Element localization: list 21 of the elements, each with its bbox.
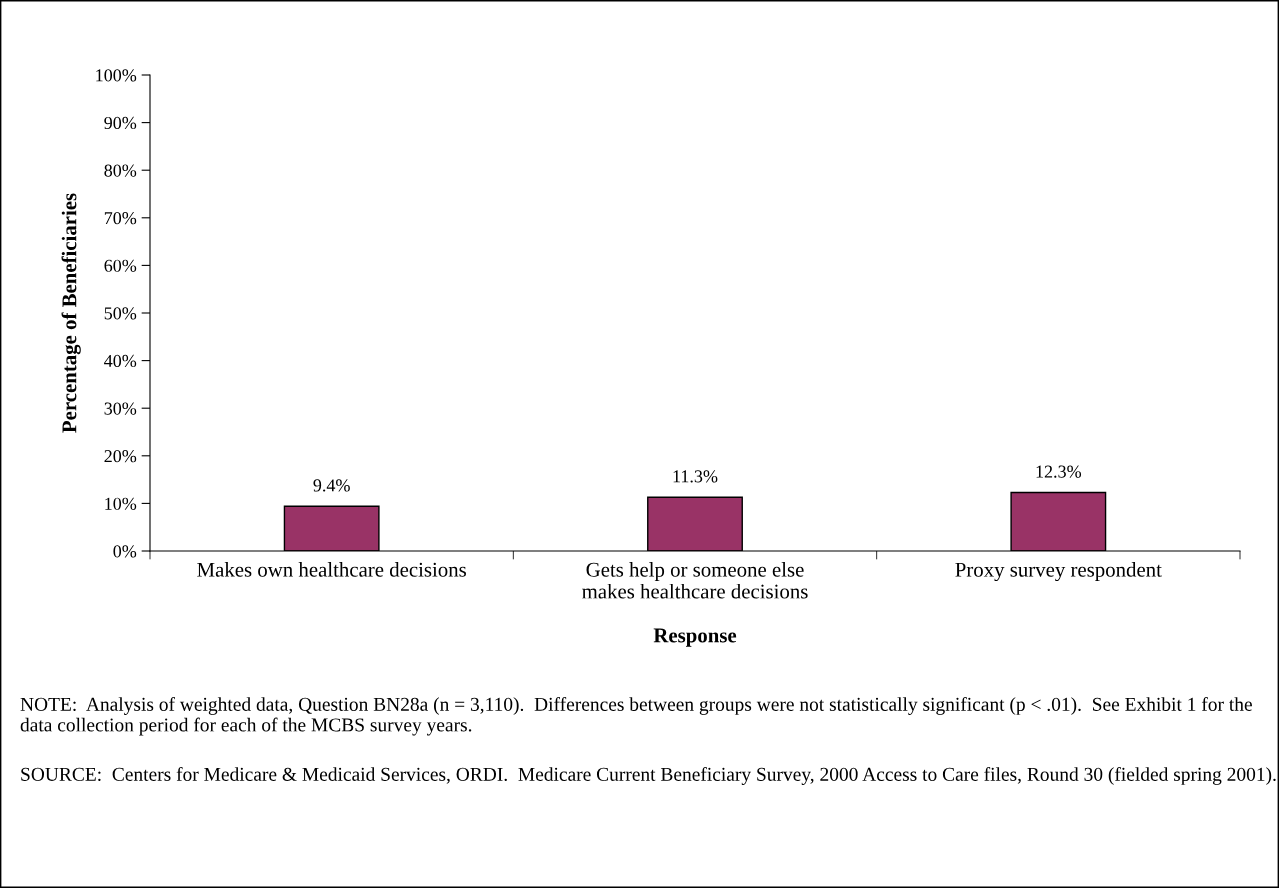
y-tick-label: 100%	[96, 69, 137, 82]
text: NOTE: Analysis of weighted data, Question BN28a (n = 3,110). Differences between groups were not statistically significant (p < .01). See Exhibit 1 for the data collection period for each of the MCBS survey years.	[20, 697, 1252, 736]
x-tick-label: Proxy survey respondent	[955, 562, 1162, 582]
x-tick-label: Makes own healthcare decisions	[197, 562, 466, 577]
y-tick-label: 10%	[105, 497, 137, 510]
x-axis-title: Response	[653, 628, 737, 647]
y-tick-label: 80%	[104, 164, 137, 177]
data-label: 9.4%	[313, 479, 350, 492]
source-note: SOURCE: Centers for Medicare & Medicaid Services, ORDI. Medicare Current Beneficiary Survey, 2000 Access to Care files, Round 30 (fielded spring 2001).	[21, 767, 1276, 785]
data-label: 11.3%	[673, 470, 718, 483]
y-tick-label: 20%	[104, 450, 137, 463]
x-tick-label: Gets help or someone else makes healthcare decisions	[582, 562, 808, 599]
y-tick-label: 70%	[104, 212, 137, 225]
y-tick-label: 50%	[104, 307, 137, 320]
y-tick-label: 40%	[104, 354, 137, 368]
y-tick-label: 0%	[113, 545, 137, 558]
y-axis-title: Percentage of Beneficiaries	[61, 193, 81, 433]
y-tick-label: 90%	[104, 116, 137, 130]
y-tick-label: 60%	[104, 259, 137, 272]
data-label: 12.3%	[1036, 465, 1082, 478]
y-tick-label: 30%	[104, 402, 137, 415]
